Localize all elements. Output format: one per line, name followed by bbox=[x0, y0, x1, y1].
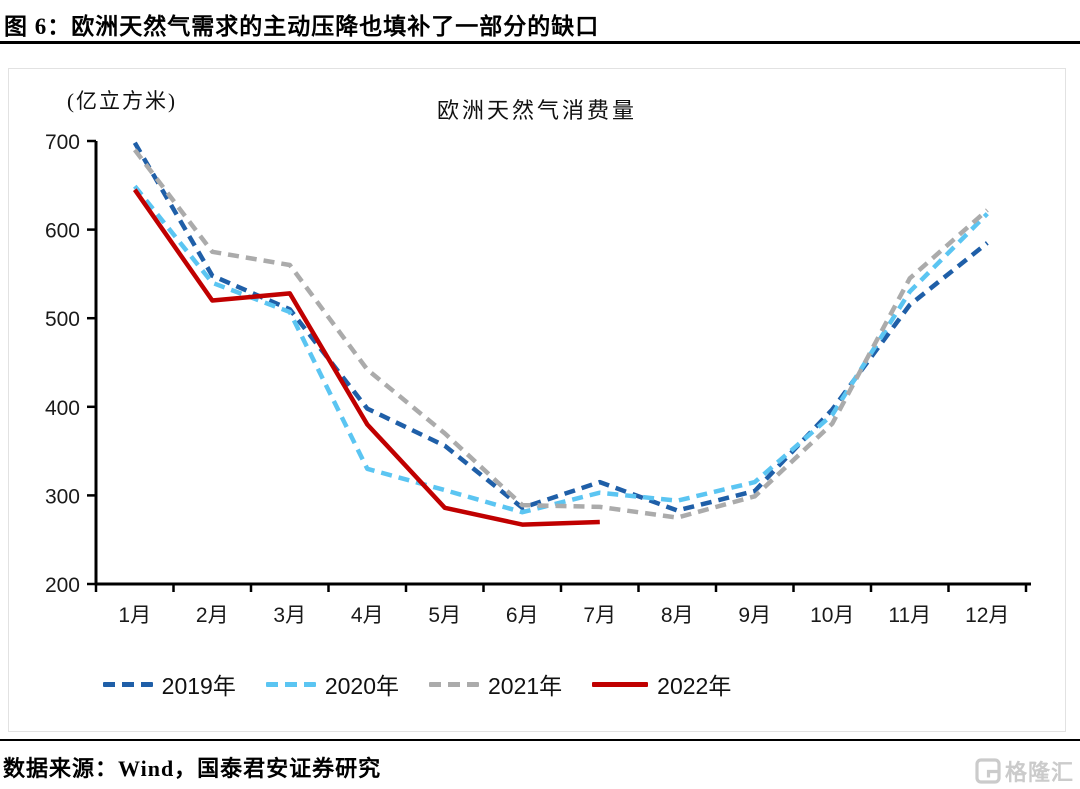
series-line-2022年 bbox=[132, 188, 600, 527]
legend-item-2022年: 2022年 bbox=[592, 667, 731, 701]
chart-title: 欧洲天然气消费量 bbox=[436, 98, 637, 123]
title-divider bbox=[0, 41, 1080, 44]
line-chart: 200 300 400 500 600 700 1月 2月 3月 4月 5月 6月 7月 8月 9月 10月 1… bbox=[45, 131, 1031, 627]
y-tick-label: 200 bbox=[45, 574, 80, 597]
legend-item-2021年: 2021年 bbox=[429, 667, 562, 701]
series-line-2020年 bbox=[133, 184, 989, 515]
y-tick-label: 700 bbox=[45, 131, 80, 154]
legend-item-2019年: 2019年 bbox=[102, 667, 236, 701]
y-tick-label: 400 bbox=[45, 397, 80, 420]
y-axis-unit-label: (亿立方米) bbox=[67, 89, 177, 113]
legend-label: 2019年 bbox=[161, 673, 236, 699]
x-tick-label: 8月 bbox=[661, 604, 694, 627]
x-tick-label: 11月 bbox=[888, 604, 931, 627]
x-tick-label: 2月 bbox=[196, 604, 229, 627]
chart-panel: (亿立方米) 欧洲天然气消费量 200 300 400 500 600 700 1月 2月 3月… bbox=[8, 68, 1066, 732]
series-line-2021年 bbox=[133, 148, 989, 520]
x-tick-label: 1月 bbox=[118, 604, 151, 627]
legend-swatch-2021年 bbox=[429, 681, 479, 687]
x-tick-label: 3月 bbox=[273, 604, 306, 627]
x-tick-label: 9月 bbox=[738, 604, 771, 627]
legend-item-2020年: 2020年 bbox=[265, 667, 399, 701]
legend-label: 2021年 bbox=[488, 673, 563, 699]
legend-swatch-2020年 bbox=[265, 681, 316, 687]
x-tick-label: 6月 bbox=[506, 604, 539, 627]
gelonghui-logo: 格隆汇 bbox=[975, 755, 1074, 787]
legend-label: 2020年 bbox=[324, 673, 399, 699]
x-tick-label: 5月 bbox=[428, 604, 461, 627]
legend-swatch-2019年 bbox=[102, 681, 153, 687]
gelonghui-icon bbox=[975, 758, 1001, 784]
x-tick-label: 12月 bbox=[965, 604, 1009, 627]
gelonghui-logo-text: 格隆汇 bbox=[1004, 760, 1074, 785]
legend-label: 2022年 bbox=[657, 673, 732, 699]
figure-title: 图 6：欧洲天然气需求的主动压降也填补了一部分的缺口 bbox=[4, 14, 600, 39]
series-line-2019年 bbox=[132, 141, 989, 513]
legend: 2019年 2020年 2021年 2022年 bbox=[0, 667, 945, 701]
data-source: 数据来源：Wind，国泰君安证券研究 bbox=[3, 756, 382, 781]
legend-swatch-2022年 bbox=[592, 681, 649, 687]
y-tick-label: 500 bbox=[45, 308, 80, 331]
y-tick-label: 300 bbox=[45, 485, 80, 508]
x-tick-label: 4月 bbox=[351, 604, 384, 627]
y-tick-label: 600 bbox=[45, 220, 80, 243]
x-tick-label: 7月 bbox=[583, 604, 616, 627]
x-tick-label: 10月 bbox=[810, 604, 854, 627]
footer-divider bbox=[0, 739, 1080, 741]
